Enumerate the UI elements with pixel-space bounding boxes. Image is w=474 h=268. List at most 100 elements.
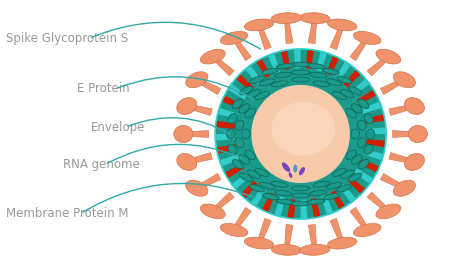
Polygon shape xyxy=(321,195,333,215)
Polygon shape xyxy=(357,90,376,104)
Polygon shape xyxy=(281,50,290,70)
Polygon shape xyxy=(294,50,301,68)
Ellipse shape xyxy=(358,159,369,169)
Polygon shape xyxy=(236,74,254,91)
Polygon shape xyxy=(217,144,237,154)
Polygon shape xyxy=(365,114,384,124)
Ellipse shape xyxy=(376,204,401,219)
Polygon shape xyxy=(339,184,356,203)
Ellipse shape xyxy=(186,180,208,196)
Polygon shape xyxy=(256,58,271,78)
Polygon shape xyxy=(281,51,290,70)
Polygon shape xyxy=(343,69,361,88)
Ellipse shape xyxy=(262,68,279,75)
Polygon shape xyxy=(301,200,307,218)
Polygon shape xyxy=(330,190,345,209)
Ellipse shape xyxy=(245,109,255,118)
Ellipse shape xyxy=(239,155,250,164)
Text: Envelope: Envelope xyxy=(91,121,146,134)
Ellipse shape xyxy=(244,237,274,249)
Ellipse shape xyxy=(323,68,339,75)
Polygon shape xyxy=(366,127,386,134)
Ellipse shape xyxy=(346,109,356,118)
Polygon shape xyxy=(311,198,320,217)
Ellipse shape xyxy=(393,180,416,196)
Polygon shape xyxy=(354,168,374,184)
Ellipse shape xyxy=(276,64,294,69)
Polygon shape xyxy=(363,149,383,160)
Ellipse shape xyxy=(245,150,255,159)
Ellipse shape xyxy=(307,199,325,204)
Polygon shape xyxy=(232,173,250,189)
Ellipse shape xyxy=(299,167,305,175)
Ellipse shape xyxy=(337,76,352,83)
Polygon shape xyxy=(367,55,390,76)
Ellipse shape xyxy=(177,154,197,170)
Ellipse shape xyxy=(354,31,381,44)
Polygon shape xyxy=(251,187,266,206)
Polygon shape xyxy=(222,95,242,109)
Polygon shape xyxy=(217,144,237,154)
Polygon shape xyxy=(359,159,379,172)
Polygon shape xyxy=(367,192,390,213)
Polygon shape xyxy=(241,181,258,198)
Ellipse shape xyxy=(328,237,357,249)
Ellipse shape xyxy=(332,92,346,99)
Ellipse shape xyxy=(326,79,342,86)
Ellipse shape xyxy=(364,144,374,154)
Ellipse shape xyxy=(351,155,362,164)
Ellipse shape xyxy=(292,201,310,206)
Ellipse shape xyxy=(201,49,225,64)
Ellipse shape xyxy=(351,129,359,139)
Ellipse shape xyxy=(300,13,330,24)
Polygon shape xyxy=(237,75,254,91)
Polygon shape xyxy=(366,127,385,134)
Polygon shape xyxy=(357,90,376,104)
Ellipse shape xyxy=(358,99,369,109)
Polygon shape xyxy=(246,66,262,84)
Polygon shape xyxy=(389,104,415,116)
Ellipse shape xyxy=(346,150,356,159)
Ellipse shape xyxy=(239,87,253,95)
Ellipse shape xyxy=(376,49,401,64)
Polygon shape xyxy=(335,62,351,81)
Ellipse shape xyxy=(220,224,248,237)
Polygon shape xyxy=(183,131,209,137)
Polygon shape xyxy=(365,114,385,124)
Ellipse shape xyxy=(276,199,294,204)
Polygon shape xyxy=(326,55,339,76)
Polygon shape xyxy=(354,168,373,183)
Ellipse shape xyxy=(216,50,385,218)
Ellipse shape xyxy=(292,193,310,198)
Polygon shape xyxy=(362,102,381,114)
Ellipse shape xyxy=(235,138,244,148)
Ellipse shape xyxy=(357,120,366,130)
Polygon shape xyxy=(351,79,369,95)
Ellipse shape xyxy=(292,70,310,75)
Polygon shape xyxy=(196,173,221,190)
Ellipse shape xyxy=(232,159,243,169)
Ellipse shape xyxy=(313,181,330,187)
Ellipse shape xyxy=(364,114,374,124)
Polygon shape xyxy=(196,78,221,95)
Polygon shape xyxy=(321,195,333,214)
Ellipse shape xyxy=(274,190,292,196)
Ellipse shape xyxy=(332,169,346,176)
Polygon shape xyxy=(308,224,317,250)
Ellipse shape xyxy=(349,87,362,95)
Text: E Protein: E Protein xyxy=(77,83,129,95)
Polygon shape xyxy=(364,149,383,160)
Ellipse shape xyxy=(239,104,250,113)
Ellipse shape xyxy=(326,182,342,189)
Polygon shape xyxy=(225,164,244,178)
Ellipse shape xyxy=(349,173,362,181)
Ellipse shape xyxy=(351,104,362,113)
Ellipse shape xyxy=(262,193,279,200)
Ellipse shape xyxy=(313,81,330,87)
Polygon shape xyxy=(365,139,386,147)
Polygon shape xyxy=(219,108,238,119)
Ellipse shape xyxy=(259,79,275,86)
Ellipse shape xyxy=(404,98,424,114)
Polygon shape xyxy=(351,79,370,95)
Text: Membrane Protein M: Membrane Protein M xyxy=(6,207,128,220)
